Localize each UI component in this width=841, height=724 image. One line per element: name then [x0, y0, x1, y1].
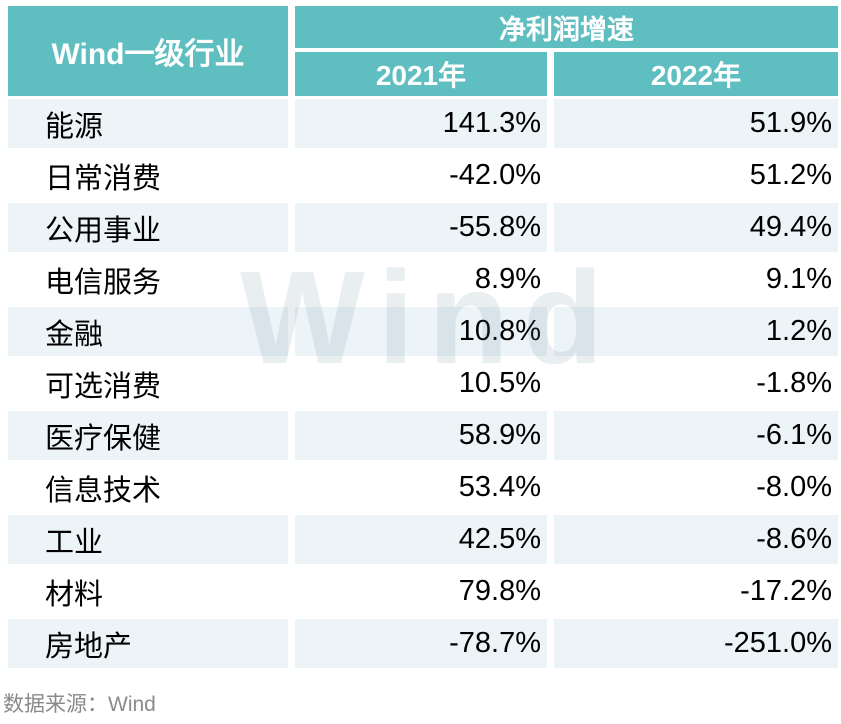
value-2022-cell: -6.1% — [554, 411, 838, 460]
value-2021-cell: 79.8% — [458, 575, 541, 607]
table-body: 能源 141.3% 51.9% 日常消费 -42.0% 51.2% 公用事业 -55.8% 49… — [8, 99, 838, 668]
table-row: 能源 141.3% 51.9% — [8, 99, 838, 148]
industry-cell: 医疗保健 — [8, 411, 288, 460]
value-2021-cell: 58.9% — [295, 411, 547, 460]
table-row: 医疗保健 58.9% -6.1% — [8, 411, 838, 460]
value-2022-cell: -251.0% — [554, 619, 838, 668]
industry-column-header: Wind一级行业 — [8, 6, 288, 96]
industry-cell: 能源 — [8, 99, 288, 148]
table-row: 公用事业 -55.8% 49.4% — [8, 203, 838, 252]
industry-cell: 信息技术 — [45, 474, 162, 507]
table-row: 电信服务 8.9% 9.1% — [8, 255, 838, 304]
industry-cell: 工业 — [8, 515, 288, 564]
year-header-2022: 2022年 — [554, 52, 838, 96]
table-row: 材料 79.8% -17.2% — [8, 567, 838, 616]
group-header-net-profit-growth: 净利润增速 — [295, 6, 838, 48]
table-row: 信息技术 53.4% -8.0% — [8, 463, 838, 512]
year-header-2021: 2021年 — [295, 52, 547, 96]
industry-cell: 材料 — [45, 578, 104, 611]
table-row: 工业 42.5% -8.6% — [8, 515, 838, 564]
table-row: 日常消费 -42.0% 51.2% — [8, 151, 838, 200]
value-2022-cell: -1.8% — [756, 367, 832, 399]
value-2021-cell: 8.9% — [474, 263, 541, 295]
data-source-note: 数据来源：Wind — [3, 693, 156, 716]
industry-cell: 日常消费 — [45, 162, 162, 195]
value-2022-cell: -17.2% — [740, 575, 832, 607]
value-2021-cell: 10.8% — [295, 307, 547, 356]
value-2021-cell: 10.5% — [458, 367, 541, 399]
industry-cell: 可选消费 — [45, 370, 162, 403]
value-2022-cell: 49.4% — [554, 203, 838, 252]
table-row: 房地产 -78.7% -251.0% — [8, 619, 838, 668]
value-2022-cell: 1.2% — [554, 307, 838, 356]
value-2021-cell: 53.4% — [458, 471, 541, 503]
table-row: 可选消费 10.5% -1.8% — [8, 359, 838, 408]
value-2021-cell: -55.8% — [295, 203, 547, 252]
value-2021-cell: -78.7% — [295, 619, 547, 668]
value-2021-cell: -42.0% — [449, 159, 541, 191]
value-2022-cell: 9.1% — [765, 263, 832, 295]
industry-cell: 金融 — [8, 307, 288, 356]
industry-cell: 电信服务 — [45, 266, 162, 299]
industry-cell: 房地产 — [8, 619, 288, 668]
net-profit-growth-table: Wind一级行业 净利润增速 2021年 2022年 能源 141.3% 51.9%… — [8, 6, 838, 671]
value-2021-cell: 42.5% — [295, 515, 547, 564]
value-2022-cell: 51.9% — [554, 99, 838, 148]
table-row: 金融 10.8% 1.2% — [8, 307, 838, 356]
value-2022-cell: -8.6% — [554, 515, 838, 564]
value-2022-cell: 51.2% — [749, 159, 832, 191]
value-2022-cell: -8.0% — [756, 471, 832, 503]
table-header: Wind一级行业 净利润增速 2021年 2022年 — [8, 6, 838, 96]
value-2021-cell: 141.3% — [295, 99, 547, 148]
industry-cell: 公用事业 — [8, 203, 288, 252]
